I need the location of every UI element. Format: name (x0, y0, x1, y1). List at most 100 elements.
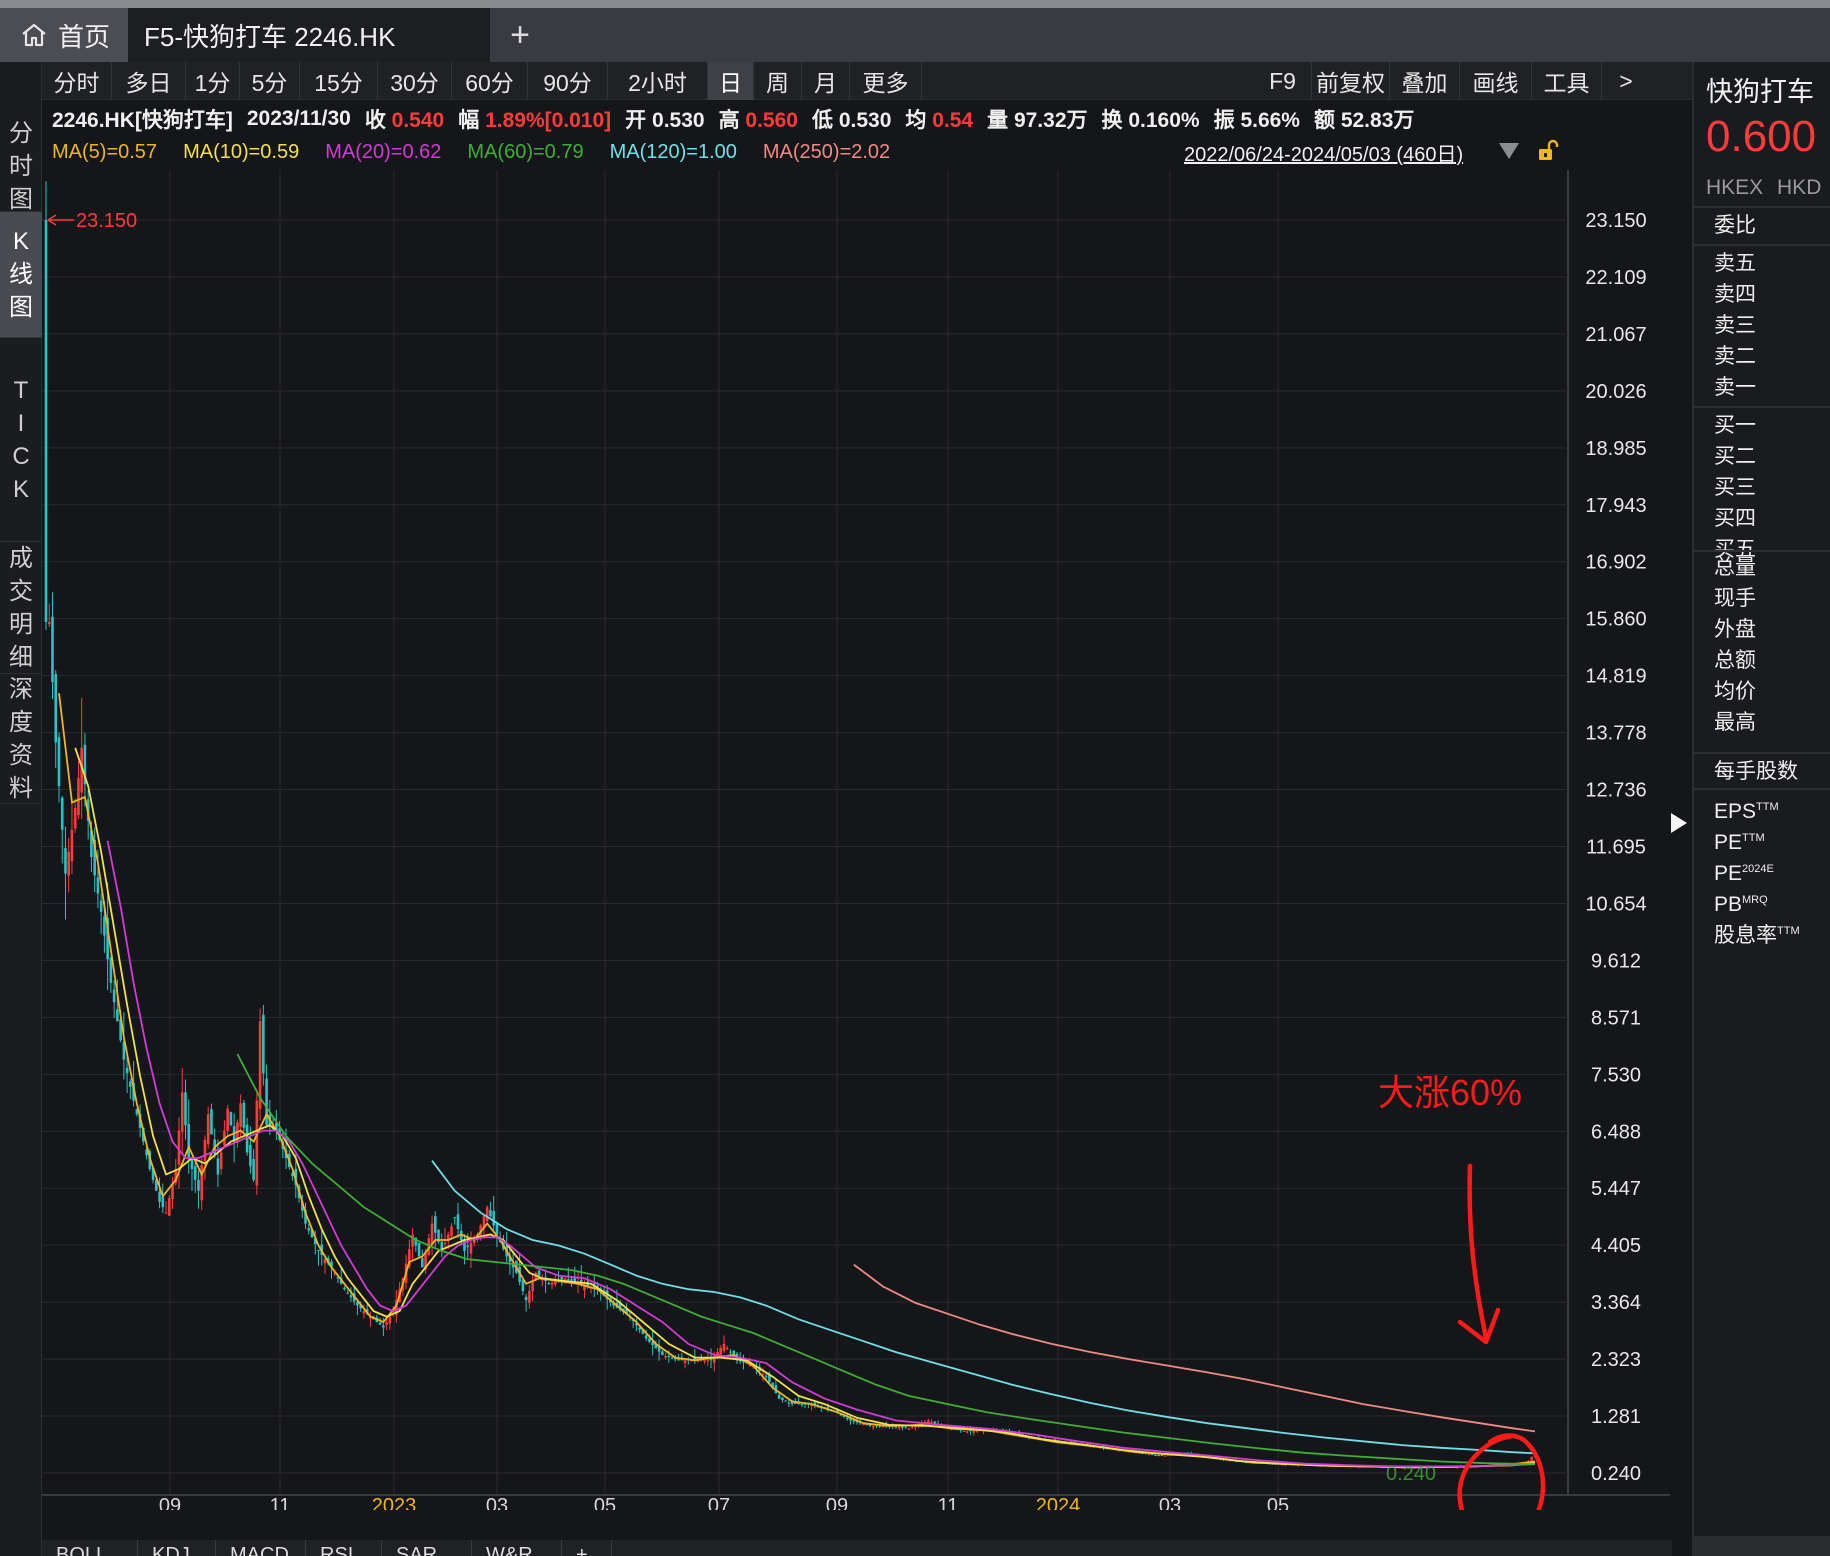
candle-body (492, 1210, 495, 1226)
tool-button-1[interactable]: 前复权 (1312, 62, 1390, 100)
close-price: 收 0.540 (365, 104, 444, 134)
candle-body (245, 1124, 249, 1153)
left-nav-item-3[interactable]: 成交明细 (0, 542, 42, 674)
candle-body (725, 1348, 729, 1350)
candle-body (304, 1209, 307, 1224)
y-tick-label: 14.819 (1585, 666, 1646, 688)
period-button-8[interactable]: 2小时 (608, 62, 708, 100)
period-button-7[interactable]: 90分 (528, 62, 608, 100)
period-button-12[interactable]: 更多 (850, 62, 922, 100)
period-button-3[interactable]: 5分 (240, 62, 300, 100)
candle-body (738, 1359, 742, 1362)
candle-body (184, 1092, 187, 1126)
candle-body (93, 839, 96, 876)
indicator-tab-0[interactable]: BOLL (42, 1540, 138, 1556)
turnover-label: 换 (1101, 109, 1123, 132)
candle-body (638, 1327, 641, 1330)
candle-body (187, 1124, 191, 1158)
candle-body (427, 1238, 431, 1255)
period-button-4[interactable]: 15分 (300, 62, 378, 100)
candle-body (826, 1407, 830, 1409)
tab-home[interactable]: 首页 (0, 8, 128, 62)
valuation-label: PE (1714, 831, 1743, 854)
ma-legend-item: MA(120)=1.00 (609, 140, 737, 163)
candle-body (495, 1223, 499, 1235)
indicator-tab-6[interactable]: + (562, 1540, 612, 1556)
candle-body (356, 1301, 359, 1306)
y-tick-label: 4.405 (1591, 1235, 1641, 1257)
period-button-2[interactable]: 1分 (186, 62, 240, 100)
candle-body (349, 1295, 353, 1298)
y-tick-label: 12.736 (1585, 780, 1646, 802)
candle-body (878, 1425, 882, 1427)
candle-body (456, 1214, 460, 1230)
trade-stat-label: 现手 (1714, 587, 1756, 610)
caret-down-icon[interactable] (1498, 142, 1520, 160)
candle-body (343, 1287, 346, 1290)
y-tick-label: 23.150 (1585, 210, 1646, 232)
x-tick-label: 11 (270, 1495, 291, 1510)
tool-button-4[interactable]: 工具 (1532, 62, 1602, 100)
candle-body (972, 1430, 976, 1433)
trade-stats: 总量 现手 外盘 总额 均价 最高 (1694, 550, 1830, 738)
candle-body (395, 1300, 398, 1316)
kline-chart[interactable]: 23.150 22.109 21.067 20.026 18.985 17.943 16.9… (42, 170, 1670, 1510)
candle-body (716, 1352, 719, 1357)
x-tick-label: 09 (159, 1495, 181, 1510)
tool-button-2[interactable]: 叠加 (1390, 62, 1460, 100)
indicator-tab-1[interactable]: KDJ (138, 1540, 216, 1556)
y-tick-label: 10.654 (1585, 893, 1646, 915)
left-nav-char: 时 (9, 153, 33, 180)
add-tab-button[interactable]: + (500, 8, 540, 62)
period-button-1[interactable]: 多日 (112, 62, 186, 100)
x-tick-label: 05 (594, 1495, 616, 1510)
indicator-tab-4[interactable]: SAR (382, 1540, 472, 1556)
unlock-icon[interactable] (1536, 138, 1560, 162)
tab-stock[interactable]: F5-快狗打车 2246.HK (128, 8, 490, 62)
candle-body (696, 1360, 700, 1362)
close-value: 0.540 (391, 109, 445, 132)
tool-button-0[interactable]: F9 (1254, 62, 1312, 100)
period-button-5[interactable]: 30分 (378, 62, 452, 100)
open-price: 开 0.530 (625, 104, 704, 134)
candle-body (761, 1374, 765, 1376)
candle-body (229, 1112, 233, 1126)
tool-button-5[interactable]: > (1619, 67, 1633, 94)
candle-body (845, 1417, 849, 1419)
left-nav-char: K (12, 228, 29, 255)
indicator-tab-2[interactable]: MACD (216, 1540, 306, 1556)
left-nav-char: C (12, 442, 30, 470)
tool-button-3[interactable]: 画线 (1460, 62, 1532, 100)
left-nav-char: 细 (9, 643, 33, 671)
period-button-10[interactable]: 周 (754, 62, 802, 100)
ma-line-ma120 (431, 1160, 1536, 1455)
period-button-11[interactable]: 月 (802, 62, 850, 100)
candle-body (521, 1280, 525, 1292)
y-tick-label: 5.447 (1591, 1178, 1641, 1200)
indicator-tab-5[interactable]: W&R (472, 1540, 562, 1556)
period-button-0[interactable]: 分时 (42, 62, 112, 100)
candle-body (635, 1323, 638, 1326)
ma-legend-item: MA(20)=0.62 (325, 140, 442, 163)
volume-value: 97.32万 (1013, 109, 1088, 132)
period-button-9[interactable]: 日 (708, 62, 754, 100)
candle-body (722, 1343, 726, 1351)
x-tick-label: 2023 (372, 1495, 417, 1510)
period-button-6[interactable]: 60分 (452, 62, 528, 100)
candle-body (732, 1350, 736, 1357)
candle-body (167, 1198, 171, 1216)
sell-level-label: 卖一 (1714, 376, 1756, 399)
candle-body (771, 1382, 774, 1388)
expand-panel-icon[interactable] (1668, 810, 1690, 836)
left-nav-item-4[interactable]: 深度资料 (0, 674, 42, 804)
turnover-value: 0.160% (1128, 109, 1200, 132)
tab-bar: 首页 F5-快狗打车 2246.HK + (0, 0, 1830, 62)
candle-body (116, 1009, 119, 1022)
left-nav-char: 分 (9, 120, 33, 147)
indicator-tab-3[interactable]: RSI (306, 1540, 382, 1556)
date-range-selector[interactable]: 2022/06/24-2024/05/03 (460日) (1184, 144, 1464, 166)
left-nav-item-0[interactable]: 分时图 (0, 120, 42, 213)
